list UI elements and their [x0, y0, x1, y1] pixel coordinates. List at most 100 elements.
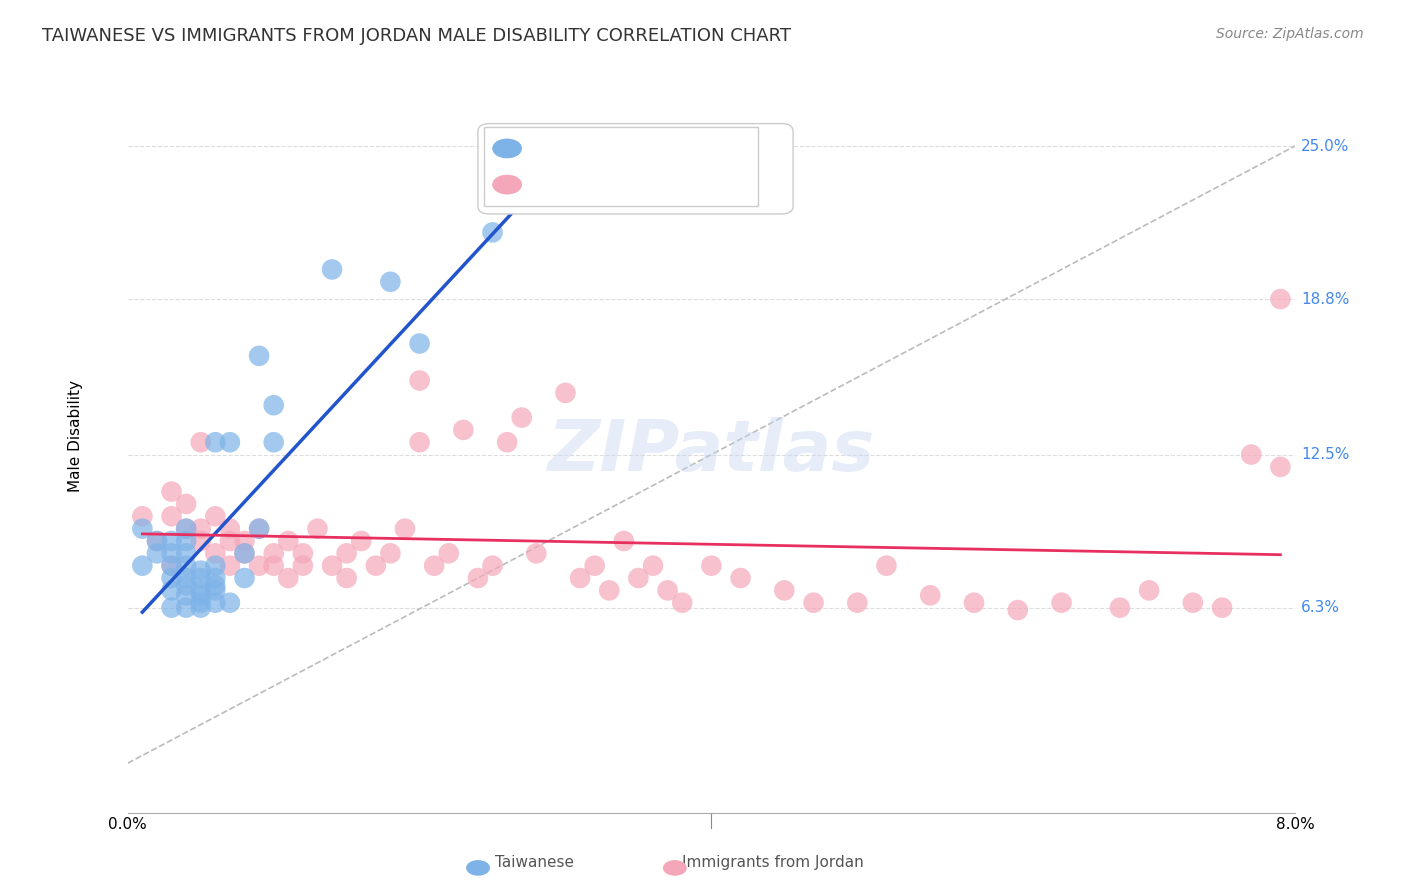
Point	[131, 558, 153, 573]
Point	[291, 558, 314, 573]
Point	[247, 558, 270, 573]
Text: 0.519: 0.519	[591, 139, 652, 158]
Text: 18.8%: 18.8%	[1301, 292, 1350, 307]
Text: 69: 69	[709, 175, 737, 194]
Point	[190, 600, 212, 615]
Point	[190, 583, 212, 598]
Point	[963, 596, 986, 610]
Point	[160, 533, 183, 548]
Point	[233, 533, 256, 548]
Point	[1240, 448, 1263, 462]
Point	[730, 571, 752, 585]
Point	[190, 571, 212, 585]
Text: 12.5%: 12.5%	[1301, 447, 1350, 462]
Point	[190, 564, 212, 578]
Point	[146, 533, 169, 548]
FancyBboxPatch shape	[478, 124, 793, 214]
Point	[364, 558, 387, 573]
Point	[160, 558, 183, 573]
Point	[160, 583, 183, 598]
Point	[174, 578, 197, 592]
Point	[263, 546, 285, 560]
Point	[380, 546, 402, 560]
Point	[291, 546, 314, 560]
Point	[657, 583, 679, 598]
Point	[263, 558, 285, 573]
Point	[524, 546, 547, 560]
Point	[204, 571, 226, 585]
Text: N =: N =	[659, 139, 703, 158]
Point	[204, 435, 226, 450]
Point	[131, 509, 153, 524]
Point	[263, 435, 285, 450]
Point	[846, 596, 869, 610]
Point	[1181, 596, 1204, 610]
Point	[174, 571, 197, 585]
Point	[190, 596, 212, 610]
Point	[160, 600, 183, 615]
Point	[160, 546, 183, 560]
Point	[174, 522, 197, 536]
Point	[423, 558, 446, 573]
Point	[174, 600, 197, 615]
Point	[219, 596, 242, 610]
Point	[174, 497, 197, 511]
Point	[336, 546, 359, 560]
Text: Male Disability: Male Disability	[67, 380, 83, 492]
Circle shape	[494, 176, 522, 194]
Point	[219, 558, 242, 573]
Point	[920, 588, 942, 602]
Point	[1270, 459, 1292, 474]
Point	[481, 226, 503, 240]
Point	[1109, 600, 1132, 615]
Point	[174, 588, 197, 602]
Point	[700, 558, 723, 573]
Circle shape	[494, 176, 522, 194]
Text: 0.086: 0.086	[591, 175, 652, 194]
Point	[408, 374, 430, 388]
Point	[554, 188, 576, 202]
Point	[277, 571, 299, 585]
Point	[437, 546, 460, 560]
Point	[190, 435, 212, 450]
Text: 6.3%: 6.3%	[1301, 600, 1340, 615]
Point	[510, 410, 533, 425]
Point	[1050, 596, 1073, 610]
Point	[803, 596, 825, 610]
Text: Taiwanese: Taiwanese	[495, 855, 574, 870]
Point	[671, 596, 693, 610]
Point	[1270, 292, 1292, 306]
Point	[204, 509, 226, 524]
Point	[408, 336, 430, 351]
Point	[160, 484, 183, 499]
Point	[219, 435, 242, 450]
Point	[321, 262, 343, 277]
Point	[307, 522, 329, 536]
Point	[174, 533, 197, 548]
Text: TAIWANESE VS IMMIGRANTS FROM JORDAN MALE DISABILITY CORRELATION CHART: TAIWANESE VS IMMIGRANTS FROM JORDAN MALE…	[42, 27, 792, 45]
Point	[394, 522, 416, 536]
Point	[174, 522, 197, 536]
Point	[160, 571, 183, 585]
Text: Source: ZipAtlas.com: Source: ZipAtlas.com	[1216, 27, 1364, 41]
Point	[408, 435, 430, 450]
Point	[204, 546, 226, 560]
Point	[204, 583, 226, 598]
Point	[233, 546, 256, 560]
Point	[190, 522, 212, 536]
Point	[131, 522, 153, 536]
Point	[219, 533, 242, 548]
Point	[641, 558, 664, 573]
Point	[336, 571, 359, 585]
Point	[453, 423, 475, 437]
Point	[160, 509, 183, 524]
Point	[875, 558, 897, 573]
Point	[350, 533, 373, 548]
Point	[174, 546, 197, 560]
Point	[1007, 603, 1029, 617]
Text: 43: 43	[709, 139, 737, 158]
Text: R =: R =	[536, 175, 579, 194]
Text: Immigrants from Jordan: Immigrants from Jordan	[682, 855, 865, 870]
Point	[277, 533, 299, 548]
Circle shape	[494, 139, 522, 158]
